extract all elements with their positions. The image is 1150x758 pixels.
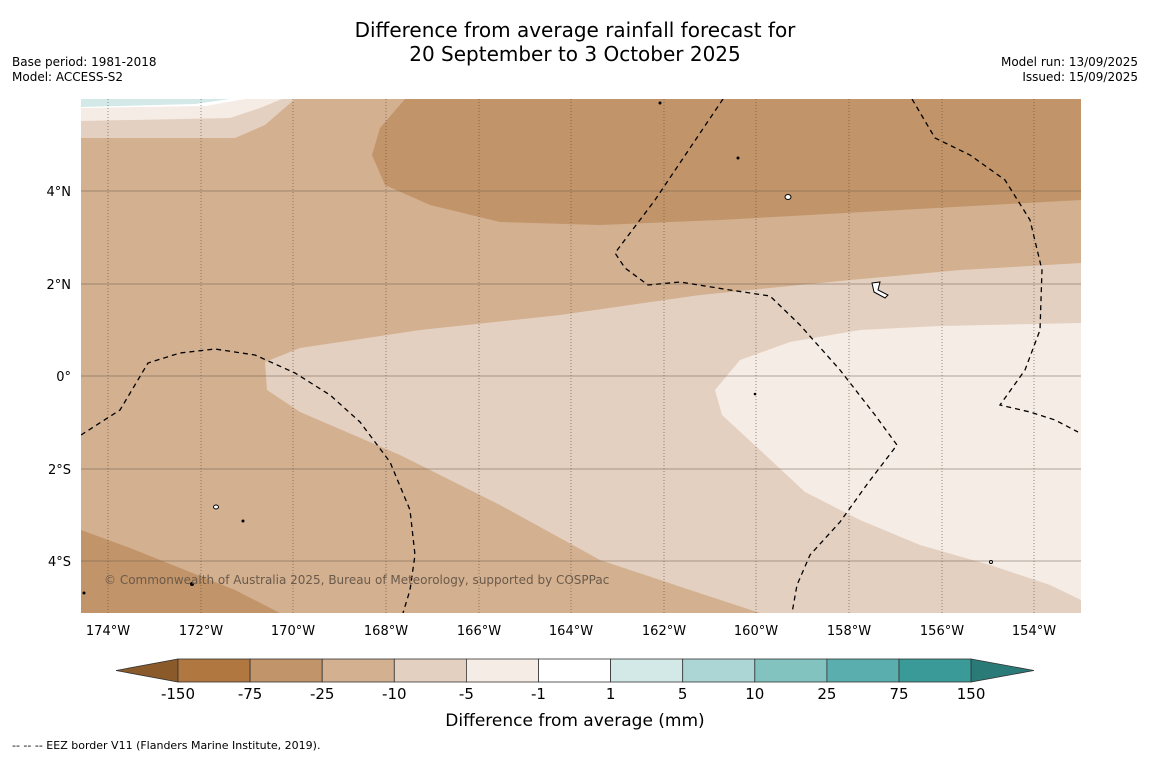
islands bbox=[82, 101, 993, 595]
colorbar-segment bbox=[682, 658, 756, 683]
colorbar-segment bbox=[393, 658, 467, 683]
colorbar-segment bbox=[321, 658, 395, 683]
latitude-label: 0° bbox=[56, 370, 71, 385]
island-1 bbox=[784, 194, 792, 200]
latitude-label: 2°N bbox=[47, 278, 72, 293]
base-period-text: Base period: 1981-2018 bbox=[12, 55, 157, 69]
colorbar-tick: -75 bbox=[238, 685, 263, 703]
band-minus75-minus25-north bbox=[372, 99, 1081, 225]
colorbar-extend-high bbox=[970, 658, 1035, 683]
island-kiritimati bbox=[871, 281, 889, 299]
colorbar-tick: -1 bbox=[531, 685, 546, 703]
latitude-labels: 4°N 2°N 0° 2°S 4°S bbox=[47, 185, 72, 570]
copyright-text: © Commonwealth of Australia 2025, Bureau… bbox=[104, 573, 609, 587]
island-8 bbox=[753, 392, 757, 396]
title-line-2: 20 September to 3 October 2025 bbox=[409, 42, 741, 66]
longitude-labels: 174°W 172°W 170°W 168°W 166°W 164°W 162°W 160°W… bbox=[86, 624, 1056, 639]
island-5 bbox=[241, 519, 245, 523]
colorbar-segment bbox=[538, 658, 611, 683]
longitude-label: 162°W bbox=[642, 624, 686, 639]
longitude-label: 156°W bbox=[920, 624, 964, 639]
longitude-label: 158°W bbox=[827, 624, 871, 639]
map-title: Difference from average rainfall forecas… bbox=[0, 18, 1150, 66]
latitude-label: 4°N bbox=[47, 185, 72, 200]
longitude-label: 168°W bbox=[364, 624, 408, 639]
colorbar-tick: 5 bbox=[678, 685, 688, 703]
island-7 bbox=[989, 560, 993, 564]
colorbar-tick: -5 bbox=[459, 685, 474, 703]
island-3 bbox=[658, 101, 662, 105]
model-run-text: Model run: 13/09/2025 bbox=[1000, 55, 1138, 69]
colorbar-label: Difference from average (mm) bbox=[445, 711, 704, 731]
latitude-label: 2°S bbox=[48, 463, 71, 478]
longitude-label: 174°W bbox=[86, 624, 130, 639]
colorbar-tick: 1 bbox=[606, 685, 616, 703]
colorbar-tick: -25 bbox=[310, 685, 335, 703]
colorbar-segment bbox=[898, 658, 972, 683]
eez-legend: -- -- -- EEZ border V11 (Flanders Marine… bbox=[12, 739, 321, 752]
graticule bbox=[81, 99, 1081, 613]
colorbar-tick: 150 bbox=[957, 685, 986, 703]
longitude-label: 170°W bbox=[271, 624, 315, 639]
issued-text: Issued: 15/09/2025 bbox=[1022, 70, 1138, 84]
colorbar bbox=[115, 658, 1035, 683]
colorbar-segment bbox=[610, 658, 684, 683]
eez-border-central bbox=[614, 99, 898, 613]
band-nw-wet bbox=[81, 99, 230, 107]
colorbar-segment bbox=[177, 658, 251, 683]
colorbar-segment bbox=[826, 658, 900, 683]
eez-border-west bbox=[81, 348, 416, 613]
island-9 bbox=[82, 591, 86, 595]
colorbar-segment bbox=[754, 658, 828, 683]
title-line-1: Difference from average rainfall forecas… bbox=[354, 18, 796, 42]
longitude-label: 154°W bbox=[1012, 624, 1056, 639]
colorbar-tick: 25 bbox=[817, 685, 836, 703]
eez-border-east bbox=[911, 99, 1079, 433]
colorbar-segment bbox=[249, 658, 323, 683]
model-text: Model: ACCESS-S2 bbox=[12, 70, 124, 84]
model-info: Base period: 1981-2018 Model: ACCESS-S2 bbox=[12, 55, 157, 85]
longitude-label: 166°W bbox=[457, 624, 501, 639]
colorbar-tick: 10 bbox=[745, 685, 764, 703]
colorbar-tick-labels: -150 -75 -25 -10 -5 -1 1 5 10 25 75 150 bbox=[161, 685, 985, 703]
colorbar-tick: -150 bbox=[161, 685, 195, 703]
colorbar-segment bbox=[465, 658, 539, 683]
longitude-label: 160°W bbox=[734, 624, 778, 639]
eez-borders bbox=[81, 99, 1079, 613]
colorbar-extend-low bbox=[115, 658, 179, 683]
island-6 bbox=[190, 582, 194, 586]
run-info: Model run: 13/09/2025 Issued: 15/09/2025 bbox=[1001, 55, 1138, 85]
map-canvas: © Commonwealth of Australia 2025, Bureau… bbox=[81, 99, 1081, 613]
band-minus5-minus1 bbox=[715, 323, 1081, 600]
longitude-label: 172°W bbox=[179, 624, 223, 639]
band-minus75-minus25-south bbox=[81, 530, 280, 613]
island-4 bbox=[736, 156, 740, 160]
colorbar-tick: 75 bbox=[889, 685, 908, 703]
colorbar-tick: -10 bbox=[382, 685, 407, 703]
longitude-label: 164°W bbox=[549, 624, 593, 639]
latitude-label: 4°S bbox=[48, 555, 71, 570]
island-2 bbox=[213, 504, 219, 510]
